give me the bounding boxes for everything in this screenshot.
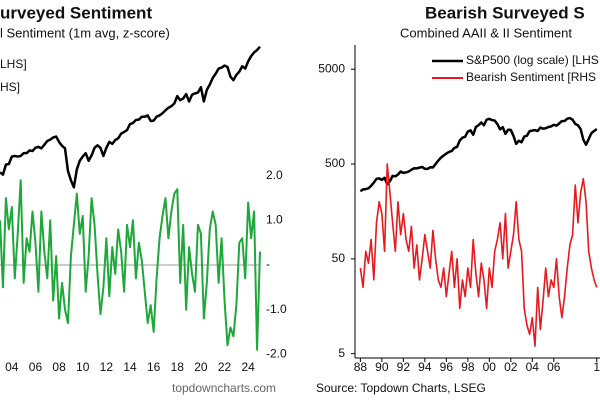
x-tick-label: 92 [397, 360, 411, 374]
y2-tick-label: - [266, 257, 270, 271]
x-tick-label: 04 [5, 360, 19, 374]
series-line [359, 163, 598, 347]
chart-title: Bearish Surveyed S [425, 3, 585, 22]
chart-subtitle: l Sentiment (1m avg, z-score) [0, 25, 170, 40]
series-line [0, 45, 261, 189]
source: topdowncharts.com [172, 381, 276, 395]
x-tick-label: 06 [547, 360, 561, 374]
x-tick-label: 96 [440, 360, 454, 374]
x-tick-label: 1 [593, 360, 600, 374]
x-tick-label: 06 [29, 360, 43, 374]
series-line [0, 179, 261, 351]
chart-title: urveyed Sentiment [0, 3, 152, 22]
x-tick-label: 10 [76, 360, 90, 374]
x-tick-label: 98 [461, 360, 475, 374]
x-tick-label: 90 [375, 360, 389, 374]
legend-label: LHS] [0, 57, 27, 71]
x-tick-label: 04 [526, 360, 540, 374]
y2-tick-label: -2.0 [266, 346, 287, 360]
series-line [359, 116, 598, 193]
x-tick-label: 94 [418, 360, 432, 374]
x-tick-label: 18 [171, 360, 185, 374]
legend-label: S&P500 (log scale) [LHS [466, 53, 599, 67]
x-tick-label: 08 [52, 360, 66, 374]
y2-tick-label: -1.0 [266, 302, 287, 316]
x-tick-label: 20 [194, 360, 208, 374]
y-tick-label: 500 [325, 156, 345, 170]
x-tick-label: 24 [242, 360, 256, 374]
y2-tick-label: 1.0 [266, 213, 283, 227]
x-tick-label: 12 [100, 360, 114, 374]
y2-tick-label: 2.0 [266, 168, 283, 182]
x-tick-label: 14 [123, 360, 137, 374]
x-tick-label: 00 [483, 360, 497, 374]
x-tick-label: 88 [354, 360, 368, 374]
y-tick-label: 50 [332, 251, 346, 265]
x-tick-label: 02 [504, 360, 518, 374]
legend-label: HS] [0, 80, 20, 94]
legend-label: Bearish Sentiment [RHS [466, 70, 596, 84]
x-tick-label: 16 [147, 360, 161, 374]
y-tick-label: 5 [338, 346, 345, 360]
x-tick-label: 22 [218, 360, 232, 374]
source: Source: Topdown Charts, LSEG [316, 381, 486, 395]
y-tick-label: 5000 [318, 61, 345, 75]
chart-subtitle: Combined AAII & II Sentiment [400, 25, 572, 40]
